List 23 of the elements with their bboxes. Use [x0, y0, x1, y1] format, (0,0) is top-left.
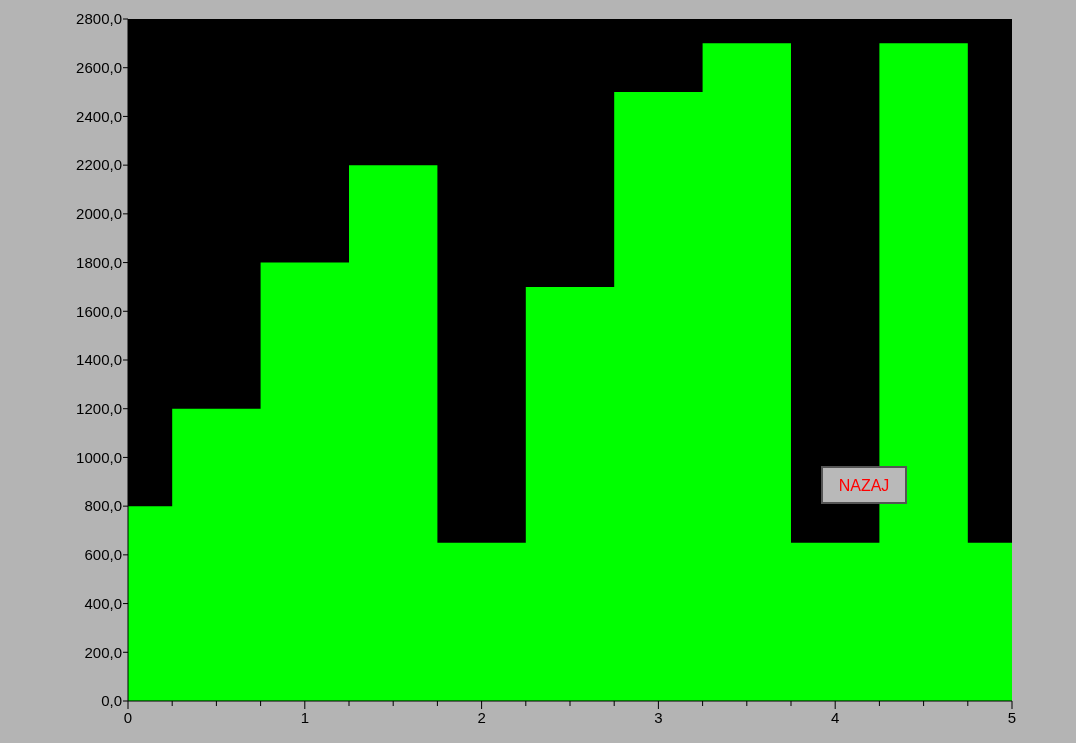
- x-tick-label: 3: [654, 709, 663, 726]
- y-tick-label: 1600,0: [76, 302, 122, 320]
- y-tick-label: 2400,0: [76, 107, 122, 125]
- x-tick-label: 5: [1007, 709, 1017, 726]
- y-tick-label: 2000,0: [76, 205, 122, 223]
- button: NAZAJ: [821, 466, 907, 504]
- y-tick-label: 400,0: [84, 594, 122, 612]
- x-tick-label: 2: [477, 709, 486, 726]
- y-tick-label: 1400,0: [76, 351, 122, 369]
- y-tick-label: 1200,0: [76, 399, 122, 417]
- y-tick-label: 0,0: [101, 692, 122, 710]
- x-tick-label: 1: [300, 709, 309, 726]
- annotation: NAZAJ: [838, 476, 890, 494]
- y-tick-label: 1800,0: [76, 253, 122, 271]
- y-tick-label: 2600,0: [76, 58, 122, 76]
- y-tick-label: 2200,0: [76, 156, 122, 174]
- x-tick-label: 4: [831, 709, 840, 726]
- y-tick-label: 200,0: [84, 643, 122, 661]
- y-tick-label: 600,0: [84, 546, 122, 564]
- y-tick-label: 2800,0: [76, 10, 122, 28]
- x-tick-label: 0: [123, 709, 133, 726]
- y-tick-label: 800,0: [84, 497, 122, 515]
- y-tick-label: 1000,0: [76, 448, 122, 466]
